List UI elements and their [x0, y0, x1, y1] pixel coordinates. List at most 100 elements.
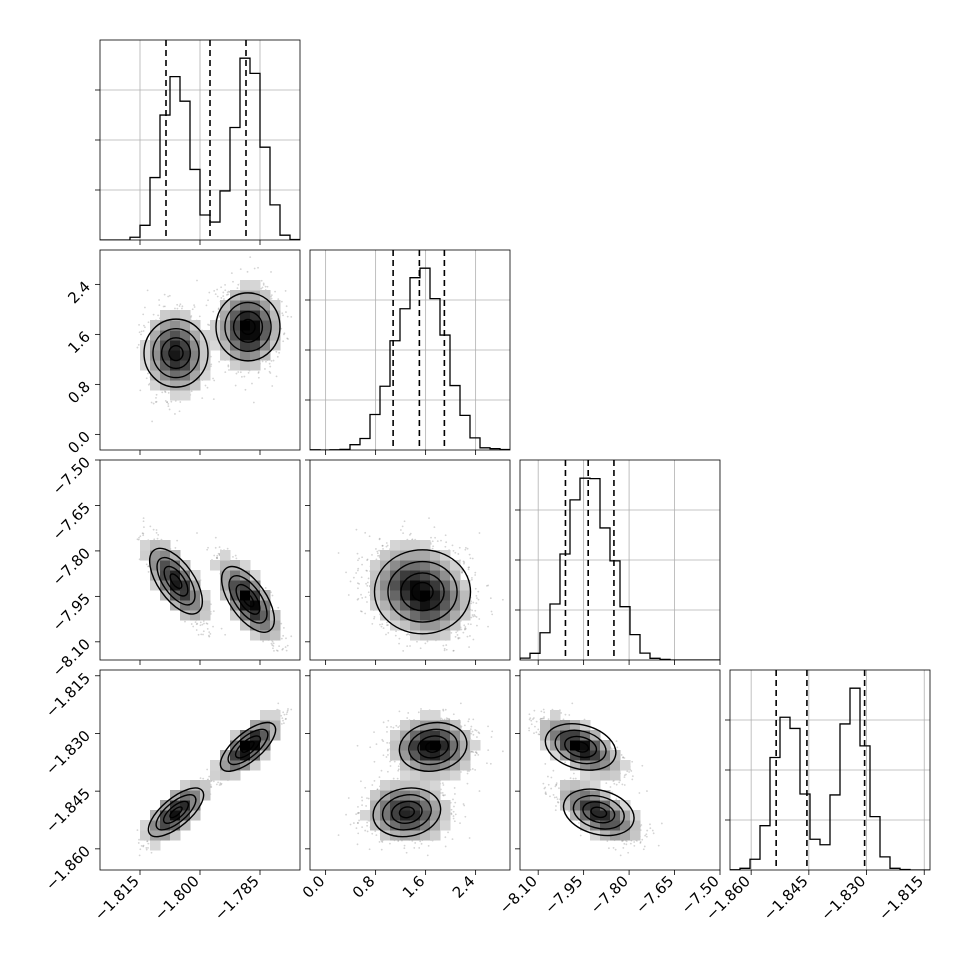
scatter-point [155, 396, 157, 399]
scatter-point [266, 285, 269, 288]
scatter-point [226, 666, 228, 668]
scatter-point [290, 635, 293, 638]
scatter-point [257, 376, 260, 379]
scatter-point [196, 532, 198, 534]
scatter-point [246, 270, 249, 273]
scatter-point [190, 390, 193, 393]
scatter-point [179, 401, 182, 403]
scatter-point [196, 279, 198, 282]
scatter-point [226, 547, 229, 550]
scatter-point [262, 282, 265, 285]
scatter-point [156, 537, 159, 540]
scatter-point [264, 285, 267, 288]
scatter-point [208, 635, 211, 638]
scatter-point [198, 315, 201, 318]
scatter-point [235, 557, 238, 560]
scatter-point [276, 355, 279, 358]
density-cell [170, 380, 181, 391]
density-cell [200, 330, 211, 341]
scatter-point [237, 283, 240, 286]
scatter-point [178, 305, 181, 307]
density-cell [170, 360, 181, 371]
scatter-point [232, 280, 234, 283]
density-cell [160, 310, 171, 321]
scatter-point [212, 610, 215, 613]
scatter-point [155, 400, 158, 403]
scatter-point [206, 627, 209, 630]
scatter-point [197, 633, 200, 636]
scatter-point [240, 375, 243, 378]
density-cell [250, 310, 261, 321]
scatter-point [285, 311, 287, 313]
contour-line [240, 318, 256, 336]
density-cell [190, 340, 201, 351]
scatter-point [157, 314, 159, 317]
scatter-point [201, 623, 204, 626]
scatter-point [136, 538, 139, 541]
scatter-point [139, 389, 142, 392]
scatter-point [214, 293, 217, 296]
scatter-point [227, 293, 230, 296]
density-cell [150, 350, 161, 361]
scatter-point [143, 324, 145, 327]
density-cell [250, 360, 261, 371]
scatter-point [268, 362, 271, 365]
scatter-point [282, 634, 285, 637]
density-cell [270, 300, 281, 311]
scatter-point [205, 304, 208, 307]
density-cell [160, 330, 171, 341]
scatter-point [146, 289, 149, 292]
scatter-point [284, 646, 287, 648]
scatter-point [142, 520, 145, 523]
scatter-point [207, 299, 209, 302]
scatter-point [252, 401, 255, 404]
density-cell [240, 300, 251, 311]
scatter-point [203, 622, 205, 625]
scatter-point [285, 637, 287, 640]
scatter-point [204, 384, 207, 387]
scatter-point [270, 360, 273, 362]
scatter-point [138, 536, 140, 539]
density-cells [140, 280, 281, 401]
scatter-point [237, 371, 240, 373]
density-cell [270, 330, 281, 341]
scatter-point [176, 307, 179, 310]
contour-line [224, 301, 272, 353]
density-cell [250, 290, 261, 301]
scatter-point [224, 633, 227, 636]
scatter-point [200, 633, 203, 636]
scatter-point [202, 620, 205, 622]
scatter-point [191, 308, 194, 311]
scatter-point [280, 327, 283, 330]
scatter-point [271, 385, 274, 387]
scatter-point [141, 532, 144, 535]
scatter-point [158, 299, 160, 301]
scatter-point [287, 338, 289, 340]
density-cell [200, 370, 211, 381]
scatter-point [284, 290, 287, 292]
scatter-point [149, 525, 152, 528]
scatter-point [261, 286, 264, 289]
density-cell [230, 360, 241, 371]
scatter-point [214, 546, 217, 549]
density-cell [200, 340, 211, 351]
density-cell [150, 330, 161, 341]
density-cell [170, 330, 181, 341]
scatter-point [290, 315, 293, 318]
scatter-point [262, 283, 265, 286]
scatter-point [168, 294, 171, 297]
scatter-point [270, 271, 272, 273]
scatter-point [226, 293, 228, 296]
density-cell [150, 380, 161, 391]
panel-2d-0-1: 0.00.81.62.4 [64, 249, 301, 457]
scatter-point [286, 663, 288, 665]
scatter-point [272, 359, 275, 362]
density-cell [180, 330, 191, 341]
scatter-point [150, 401, 153, 404]
scatter-point [139, 535, 142, 538]
scatter-point [274, 290, 276, 293]
scatter-point [143, 526, 145, 529]
density-cell [230, 340, 241, 351]
density-cell [190, 360, 201, 371]
scatter-point [138, 331, 141, 334]
